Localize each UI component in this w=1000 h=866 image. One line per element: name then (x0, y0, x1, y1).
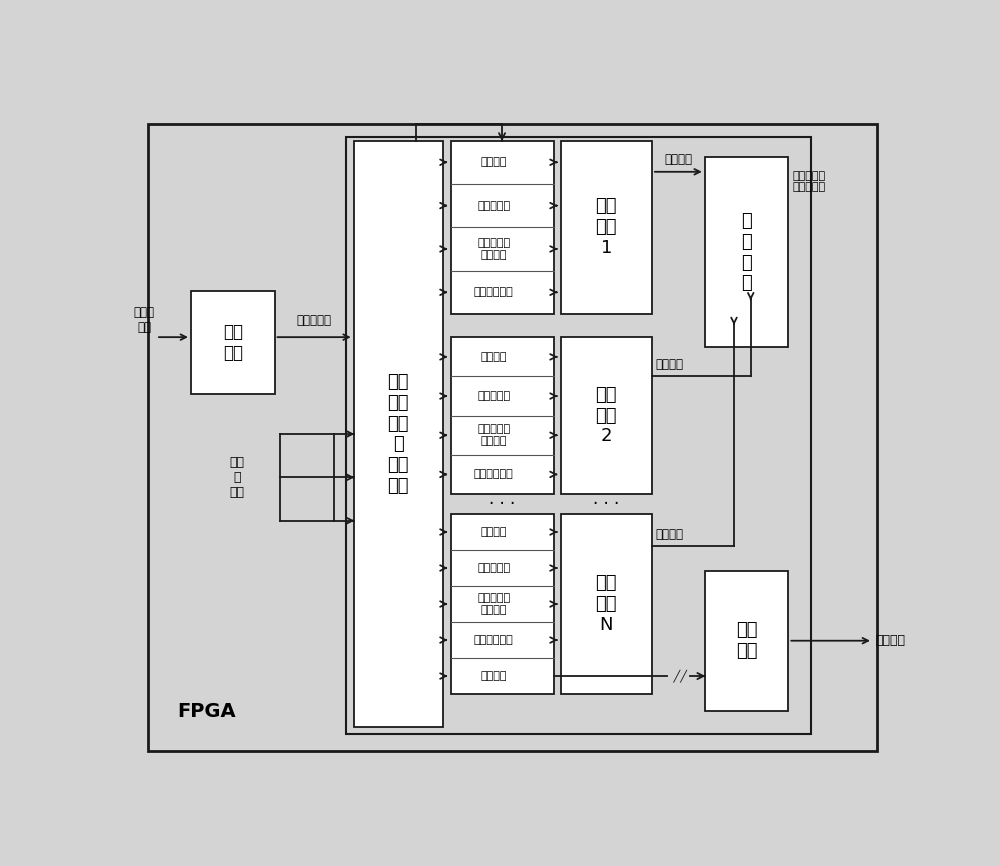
Text: 交通流
数据: 交通流 数据 (134, 306, 155, 333)
Text: 交通流数据: 交通流数据 (297, 314, 332, 327)
Text: 控制方案: 控制方案 (875, 634, 905, 647)
Bar (561, 338, 652, 494)
Bar (561, 140, 652, 314)
Text: 可变显示牌
显示速度: 可变显示牌 显示速度 (477, 238, 510, 260)
Text: 交通流数据: 交通流数据 (477, 201, 510, 210)
Text: 匝口控制方案: 匝口控制方案 (474, 469, 514, 480)
Text: 计算结束: 计算结束 (656, 358, 684, 371)
Bar (561, 514, 652, 694)
Bar (450, 514, 554, 694)
Text: 数据
接收: 数据 接收 (223, 323, 243, 362)
Text: 计算结束: 计算结束 (664, 153, 692, 166)
Text: 计算
模块
2: 计算 模块 2 (596, 386, 617, 445)
Text: 匝口控制方案: 匝口控制方案 (474, 635, 514, 645)
Bar (346, 137, 811, 734)
Bar (354, 140, 443, 727)
Text: FPGA: FPGA (178, 701, 236, 721)
Text: 匝口控制方案: 匝口控制方案 (474, 288, 514, 297)
Bar (705, 158, 788, 347)
Text: 数据
输出: 数据 输出 (736, 621, 757, 660)
Text: 可变显示牌
显示速度: 可变显示牌 显示速度 (477, 424, 510, 446)
Text: ╱╱: ╱╱ (670, 669, 687, 682)
Text: 计算
模块
1: 计算 模块 1 (596, 197, 617, 257)
Text: 同
步
模
块: 同 步 模 块 (741, 212, 752, 293)
Text: · · ·: · · · (593, 495, 619, 513)
Text: · · ·: · · · (489, 495, 515, 513)
Text: 所有计算模
块计算结束: 所有计算模 块计算结束 (792, 171, 825, 192)
Bar (191, 291, 275, 394)
Bar (705, 571, 788, 711)
Text: 交通流数据: 交通流数据 (477, 563, 510, 573)
Text: 交通流数据: 交通流数据 (477, 391, 510, 401)
Text: 可变显示牌
显示速度: 可变显示牌 显示速度 (477, 593, 510, 615)
Text: 交通
流
数据: 交通 流 数据 (230, 456, 245, 499)
Text: 计算
模块
N: 计算 模块 N (596, 574, 617, 634)
Text: 计算结束: 计算结束 (656, 528, 684, 541)
Text: 控制
方案
选择
及
数据
分配: 控制 方案 选择 及 数据 分配 (387, 373, 409, 495)
Text: 使能信号: 使能信号 (481, 158, 507, 167)
Bar (450, 140, 554, 314)
Text: 使能信号: 使能信号 (481, 527, 507, 537)
Bar (450, 338, 554, 494)
Text: 使能信号: 使能信号 (481, 352, 507, 362)
Text: 控制方案: 控制方案 (481, 671, 507, 681)
